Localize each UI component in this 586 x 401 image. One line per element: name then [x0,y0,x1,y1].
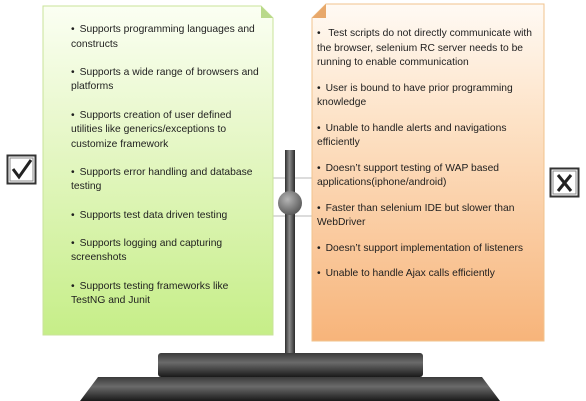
bullet: • [317,268,321,279]
pros-item: • Supports a wide range of browsers and p… [71,66,263,95]
pros-item: • Supports test data driven testing [71,209,263,224]
cons-panel: • Test scripts do not directly communica… [312,4,544,341]
pros-item: • Supports creation of user defined utili… [71,109,263,153]
bullet: • [71,281,75,292]
x-mark-icon [549,167,580,198]
cons-item: • User is bound to have prior programming… [317,82,538,111]
scale-base-bottom [80,377,500,401]
cons-item: • Doesn’t support testing of WAP based ap… [317,162,538,191]
bullet: • [317,243,321,254]
pros-item: • Supports testing frameworks like TestNG… [71,280,263,309]
bullet: • [71,238,75,249]
pros-item: • Supports programming languages and cons… [71,23,263,52]
pros-panel: • Supports programming languages and cons… [43,6,273,335]
bullet: • [317,123,321,134]
scale-pole [285,150,295,360]
bullet: • [71,167,75,178]
check-mark-icon [6,154,37,185]
cons-item: • Unable to handle alerts and navigations… [317,122,538,151]
cons-item: • Faster than selenium IDE but slower tha… [317,202,538,231]
bullet: • [317,83,321,94]
pros-item: • Supports error handling and database te… [71,166,263,195]
bullet: • [317,28,321,39]
bullet: • [317,163,321,174]
bullet: • [317,203,321,214]
bullet: • [71,210,75,221]
scale-base-top [158,353,423,377]
scale-pivot-knob [278,191,302,215]
bullet: • [71,24,75,35]
pros-item: • Supports logging and capturing screensh… [71,237,263,266]
cons-item: • Unable to handle Ajax calls efficiently [317,267,538,282]
bullet: • [71,67,75,78]
cons-item: • Test scripts do not directly communica… [317,27,538,71]
bullet: • [71,110,75,121]
cons-item: • Doesn’t support implementation of liste… [317,242,538,257]
